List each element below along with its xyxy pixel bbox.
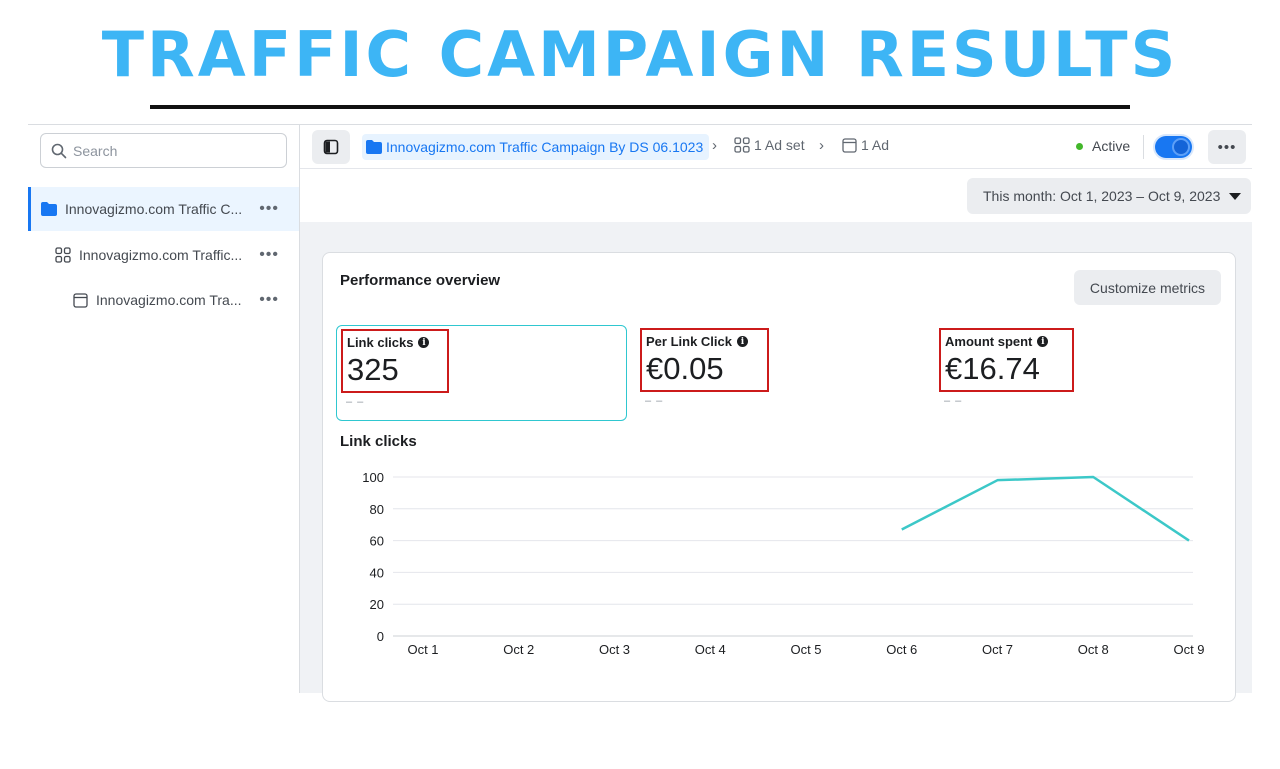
metric-link-clicks[interactable]: Link clicks i 325 – – xyxy=(336,325,627,421)
metric-comparison: – – xyxy=(346,396,365,408)
adset-grid-icon xyxy=(734,137,750,153)
metric-value: 325 xyxy=(347,352,399,387)
highlight-box: Amount spent i €16.74 xyxy=(939,328,1074,392)
metric-value: €16.74 xyxy=(945,351,1040,386)
search-box[interactable] xyxy=(40,133,287,168)
y-tick-label: 100 xyxy=(362,470,384,485)
date-range-label: This month: Oct 1, 2023 – Oct 9, 2023 xyxy=(983,188,1221,204)
banner-underline xyxy=(150,105,1130,109)
ad-window-icon xyxy=(73,292,88,308)
caret-down-icon xyxy=(1229,193,1241,200)
info-icon[interactable]: i xyxy=(418,337,430,348)
x-tick-label: Oct 4 xyxy=(695,642,726,657)
campaign-toggle[interactable] xyxy=(1155,136,1192,158)
highlight-box: Per Link Click i €0.05 xyxy=(640,328,769,392)
x-tick-label: Oct 8 xyxy=(1078,642,1109,657)
date-range-picker[interactable]: This month: Oct 1, 2023 – Oct 9, 2023 xyxy=(967,178,1251,214)
folder-icon xyxy=(366,140,382,154)
sidebar-item-label: Innovagizmo.com Tra... xyxy=(96,292,242,308)
chevron-right-icon: › xyxy=(819,137,824,154)
date-bar: This month: Oct 1, 2023 – Oct 9, 2023 xyxy=(300,170,1252,222)
x-tick-label: Oct 5 xyxy=(790,642,821,657)
data-point[interactable] xyxy=(1087,471,1099,483)
sidebar-item-label: Innovagizmo.com Traffic C... xyxy=(65,201,243,217)
ads-manager-window: Innovagizmo.com Traffic C... ••• Innovag… xyxy=(28,124,1252,702)
breadcrumb-adset[interactable]: 1 Ad set xyxy=(734,137,805,153)
ad-window-icon xyxy=(842,137,857,153)
metric-per-link-click[interactable]: Per Link Click i €0.05 – – xyxy=(636,325,927,421)
y-tick-label: 80 xyxy=(370,502,384,517)
y-tick-label: 0 xyxy=(377,629,384,644)
metric-comparison: – – xyxy=(645,395,664,407)
x-tick-label: Oct 2 xyxy=(503,642,534,657)
toggle-knob xyxy=(1172,138,1190,156)
search-icon xyxy=(51,143,67,158)
more-options-button[interactable]: ••• xyxy=(1208,130,1246,164)
breadcrumb-ad[interactable]: 1 Ad xyxy=(842,137,889,153)
x-tick-label: Oct 7 xyxy=(982,642,1013,657)
y-tick-label: 20 xyxy=(370,597,384,612)
folder-icon xyxy=(41,202,57,216)
x-tick-label: Oct 1 xyxy=(407,642,438,657)
main-panel: Innovagizmo.com Traffic Campaign By DS 0… xyxy=(300,125,1252,702)
info-icon[interactable]: i xyxy=(1037,336,1049,347)
card-title: Performance overview xyxy=(340,272,501,289)
chart-title: Link clicks xyxy=(340,433,417,450)
adset-grid-icon xyxy=(55,247,71,263)
chevron-right-icon: › xyxy=(712,137,717,154)
metric-value: €0.05 xyxy=(646,351,724,386)
more-options-icon[interactable]: ••• xyxy=(259,291,279,308)
metric-label: Link clicks i xyxy=(347,335,447,350)
metric-comparison: – – xyxy=(944,395,963,407)
sidebar-toggle-button[interactable] xyxy=(312,130,350,164)
search-input[interactable] xyxy=(73,142,273,159)
more-options-icon[interactable]: ••• xyxy=(259,246,279,263)
y-tick-label: 40 xyxy=(370,565,384,580)
series-line xyxy=(901,475,1190,542)
breadcrumb-campaign-label: Innovagizmo.com Traffic Campaign By DS 0… xyxy=(386,139,704,155)
metric-label: Per Link Click i xyxy=(646,334,767,349)
status-label: Active xyxy=(1092,138,1131,154)
performance-overview-card: Performance overview Customize metrics L… xyxy=(322,252,1236,702)
y-tick-label: 60 xyxy=(370,534,384,549)
banner-title: TRAFFIC CAMPAIGN RESULTS xyxy=(101,18,1179,91)
breadcrumb-ad-label: 1 Ad xyxy=(861,137,890,153)
breadcrumb-bar: Innovagizmo.com Traffic Campaign By DS 0… xyxy=(300,125,1252,169)
x-tick-label: Oct 6 xyxy=(886,642,917,657)
breadcrumb-campaign[interactable]: Innovagizmo.com Traffic Campaign By DS 0… xyxy=(362,134,710,160)
sidebar-item-campaign[interactable]: Innovagizmo.com Traffic C... ••• xyxy=(28,187,299,231)
more-options-icon[interactable]: ••• xyxy=(259,200,279,217)
content-area: This month: Oct 1, 2023 – Oct 9, 2023 Pe… xyxy=(300,170,1252,702)
sidebar-item-label: Innovagizmo.com Traffic... xyxy=(79,247,243,263)
data-point[interactable] xyxy=(896,523,908,535)
sidebar-panel-icon xyxy=(323,139,339,155)
x-tick-label: Oct 3 xyxy=(599,642,630,657)
sidebar-item-adset[interactable]: Innovagizmo.com Traffic... ••• xyxy=(28,233,299,277)
metric-amount-spent[interactable]: Amount spent i €16.74 – – xyxy=(935,325,1226,421)
divider xyxy=(1143,135,1144,159)
data-point[interactable] xyxy=(992,474,1004,486)
link-clicks-chart: 0 20 40 60 80 100 Oct 1 Oct 2 Oct 3 Oct 4 Oct 5 Oct… xyxy=(362,470,1204,657)
info-icon[interactable]: i xyxy=(736,336,748,347)
sidebar-item-ad[interactable]: Innovagizmo.com Tra... ••• xyxy=(28,278,299,322)
highlight-box: Link clicks i 325 xyxy=(341,329,449,393)
status-dot-icon xyxy=(1076,142,1083,150)
metric-label: Amount spent i xyxy=(945,334,1072,349)
campaign-status: Active xyxy=(1076,138,1130,154)
breadcrumb-adset-label: 1 Ad set xyxy=(754,137,805,153)
data-point[interactable] xyxy=(1183,535,1195,547)
customize-metrics-button[interactable]: Customize metrics xyxy=(1074,270,1221,305)
x-tick-label: Oct 9 xyxy=(1173,642,1204,657)
sidebar: Innovagizmo.com Traffic C... ••• Innovag… xyxy=(28,125,300,693)
